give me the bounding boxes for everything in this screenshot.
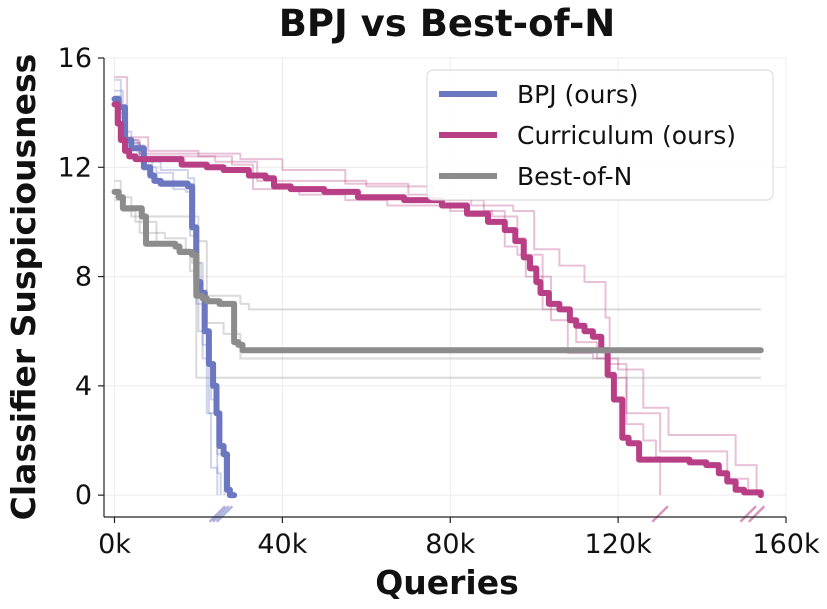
- y-ticks: 0 4 8 12 16: [58, 43, 104, 511]
- x-tick-label-0: 0k: [98, 529, 131, 560]
- series-line-2: [111, 188, 764, 354]
- faint-run-4: [114, 76, 750, 496]
- y-axis-label: Classifier Suspiciousness: [4, 54, 43, 521]
- faint-run-5: [114, 106, 758, 496]
- end-marker-1-2: [748, 505, 765, 523]
- y-tick-label-4: 16: [58, 43, 92, 74]
- end-marker-0-2: [216, 505, 233, 523]
- legend: BPJ (ours) Curriculum (ours) Best-of-N: [426, 69, 774, 201]
- axes: [103, 58, 786, 518]
- faint-run-3: [114, 111, 662, 496]
- end-markers: [209, 505, 765, 523]
- end-marker-1-0: [651, 505, 669, 523]
- series-line-1: [111, 101, 764, 499]
- x-tick-label-2: 80k: [425, 529, 475, 560]
- y-tick-label-2: 8: [75, 262, 92, 293]
- y-tick-label-1: 4: [75, 371, 92, 402]
- x-tick-label-3: 120k: [585, 529, 653, 560]
- legend-box: [426, 69, 774, 201]
- x-tick-label-4: 160k: [752, 529, 820, 560]
- series-line-0: [111, 96, 238, 499]
- x-tick-label-1: 40k: [257, 529, 307, 560]
- y-tick-label-3: 12: [58, 152, 92, 183]
- legend-label-1: Curriculum (ours): [517, 121, 736, 150]
- legend-label-0: BPJ (ours): [517, 80, 639, 109]
- y-tick-label-0: 0: [75, 480, 92, 511]
- chart-title: BPJ vs Best-of-N: [279, 2, 616, 45]
- end-marker-0-1: [212, 505, 229, 523]
- end-marker-1-1: [739, 505, 757, 523]
- legend-label-2: Best-of-N: [517, 162, 632, 191]
- series-lines: [111, 96, 764, 499]
- x-ticks: 0k 40k 80k 120k 160k: [98, 517, 820, 560]
- x-axis-label: Queries: [375, 563, 519, 602]
- end-marker-0-0: [209, 505, 226, 523]
